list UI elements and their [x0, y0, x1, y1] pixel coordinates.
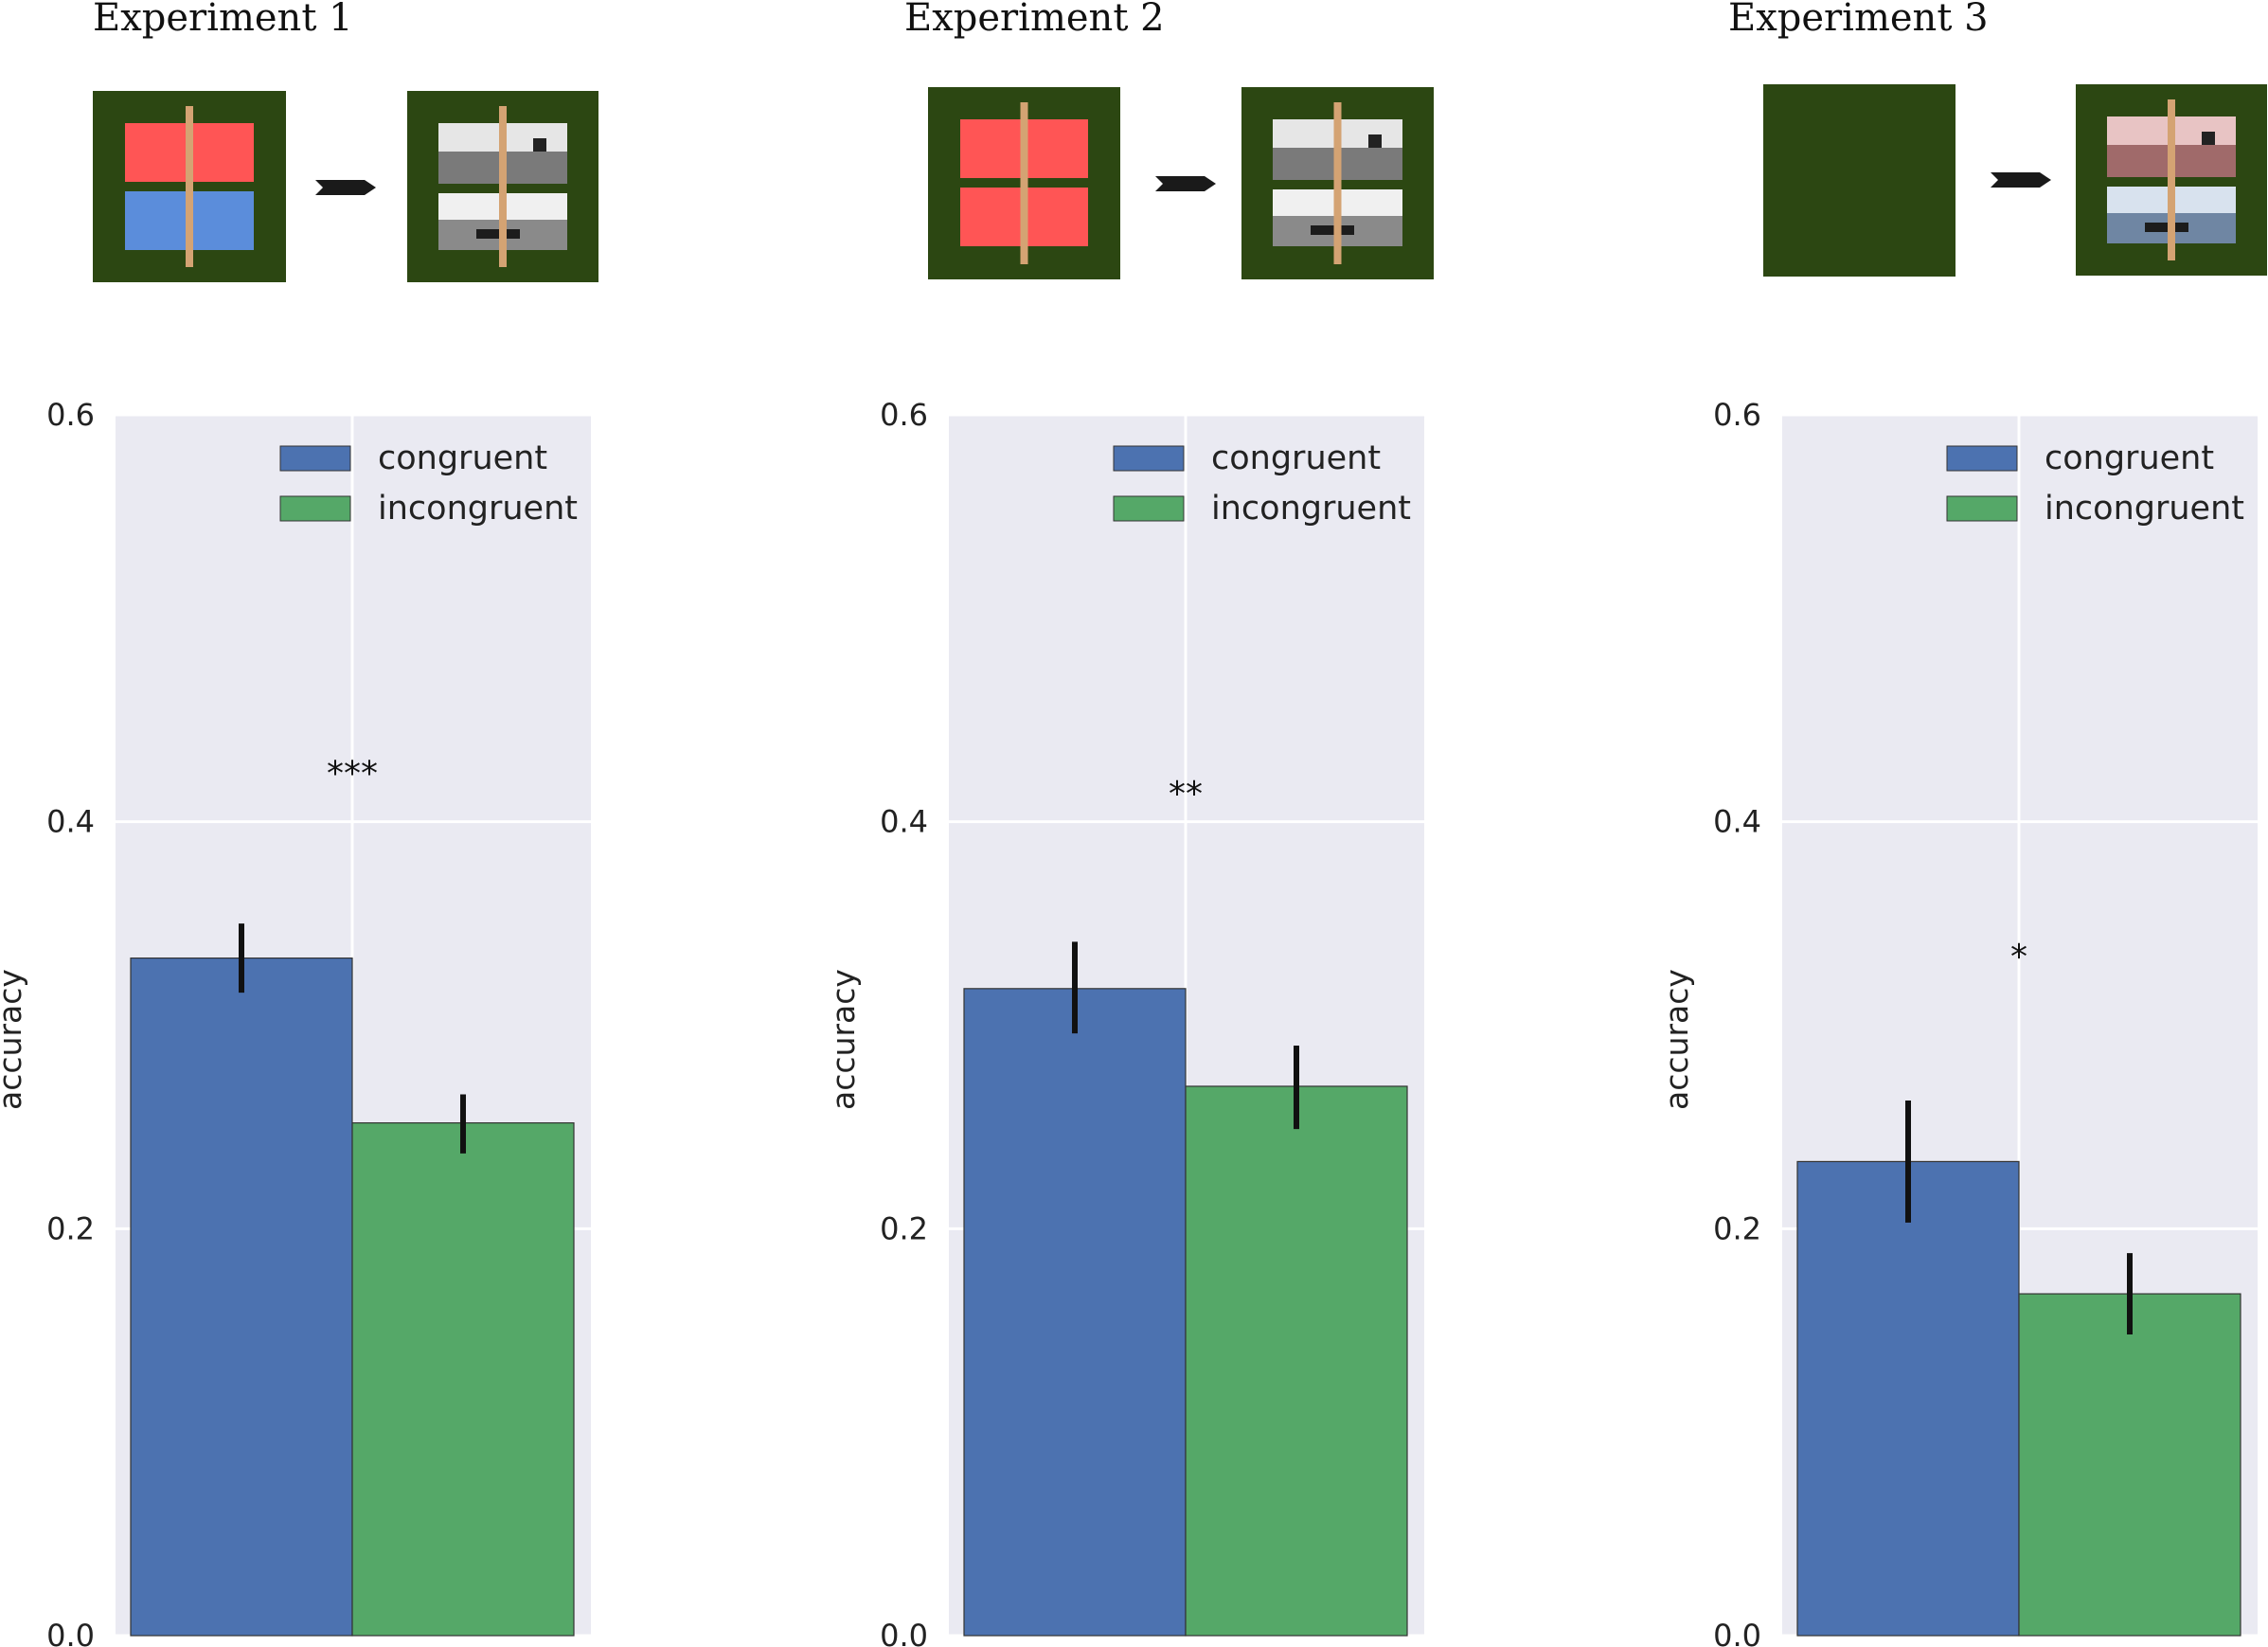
- boat-icon: [1311, 225, 1354, 235]
- tractor-icon: [2202, 132, 2215, 145]
- legend-swatch-incongruent: [279, 495, 351, 522]
- stimulus-illustration: [1763, 84, 2267, 277]
- y-tick-label: 0.6: [880, 397, 928, 433]
- cue-frame: [1763, 84, 1955, 277]
- y-tick-label: 0.2: [46, 1210, 95, 1246]
- tractor-icon: [1368, 134, 1382, 148]
- panel-3: Experiment 3 0.0 0.2 0.4 0.6 accuracy * congrue…: [1658, 0, 2267, 1647]
- legend-swatch-incongruent: [1113, 495, 1185, 522]
- bar-congruent: [1796, 1160, 2020, 1637]
- arrow-icon: [1991, 172, 2051, 188]
- plot-area: 0.0 0.2 0.4 0.6 accuracy * congruent incongruen…: [1658, 397, 2258, 1647]
- legend-label-congruent: congruent: [1211, 439, 1381, 477]
- stimulus-illustration: [928, 87, 1434, 279]
- experiment-title: Experiment 3: [1728, 0, 1989, 40]
- tractor-icon: [533, 138, 546, 152]
- y-axis-label: accuracy: [1658, 969, 1695, 1110]
- legend-label-incongruent: incongruent: [378, 490, 578, 528]
- bar-incongruent: [2018, 1293, 2241, 1637]
- y-tick-label: 0.4: [880, 804, 928, 840]
- legend: congruent incongruent: [1946, 439, 2244, 528]
- y-axis-label: accuracy: [0, 969, 28, 1110]
- legend-label-incongruent: incongruent: [2045, 490, 2244, 528]
- bar-congruent: [963, 988, 1187, 1637]
- bar-incongruent: [351, 1122, 575, 1637]
- fixation-bar: [1333, 102, 1342, 264]
- bar-congruent: [130, 958, 353, 1637]
- y-tick-label: 0.2: [1713, 1210, 1761, 1246]
- bar-incongruent: [1185, 1085, 1408, 1637]
- significance-marker: *: [2010, 938, 2027, 976]
- fixation-bar: [1020, 102, 1028, 264]
- experiment-title: Experiment 2: [904, 0, 1165, 40]
- legend-swatch-congruent: [1946, 445, 2018, 472]
- boat-icon: [476, 229, 520, 239]
- y-tick-label: 0.2: [880, 1210, 928, 1246]
- fixation-bar: [499, 106, 507, 267]
- legend-swatch-congruent: [279, 445, 351, 472]
- y-tick-label: 0.4: [1713, 804, 1761, 840]
- y-axis-label: accuracy: [825, 969, 862, 1110]
- arrow-icon: [315, 180, 376, 195]
- plot-area: 0.0 0.2 0.4 0.6 accuracy ** congruent incongrue…: [825, 397, 1424, 1647]
- panel-2: Experiment 2 0.0 0.2 0.4 0.6 accuracy ** congru…: [825, 0, 1434, 1647]
- experiment-title: Experiment 1: [93, 0, 353, 40]
- legend: congruent incongruent: [279, 439, 578, 528]
- legend-label-incongruent: incongruent: [1211, 490, 1411, 528]
- stimulus-illustration: [93, 91, 598, 282]
- legend-swatch-congruent: [1113, 445, 1185, 472]
- significance-marker: **: [1169, 775, 1203, 814]
- y-tick-label: 0.0: [1713, 1618, 1761, 1647]
- fixation-bar: [2168, 99, 2175, 260]
- y-tick-label: 0.6: [1713, 397, 1761, 433]
- fixation-bar: [186, 106, 193, 267]
- legend-label-congruent: congruent: [2045, 439, 2214, 477]
- y-tick-label: 0.6: [46, 397, 95, 433]
- legend: congruent incongruent: [1113, 439, 1411, 528]
- legend-label-congruent: congruent: [378, 439, 547, 477]
- significance-marker: ***: [327, 755, 378, 794]
- arrow-icon: [1155, 176, 1216, 191]
- panel-1: Experiment 1 0.0 0.2 0.4 0.6 accuracy *** congr…: [0, 0, 598, 1647]
- plot-area: 0.0 0.2 0.4 0.6 accuracy *** congruent incongru…: [0, 397, 591, 1647]
- y-tick-label: 0.4: [46, 804, 95, 840]
- y-tick-label: 0.0: [46, 1618, 95, 1647]
- boat-icon: [2145, 223, 2188, 232]
- y-tick-label: 0.0: [880, 1618, 928, 1647]
- legend-swatch-incongruent: [1946, 495, 2018, 522]
